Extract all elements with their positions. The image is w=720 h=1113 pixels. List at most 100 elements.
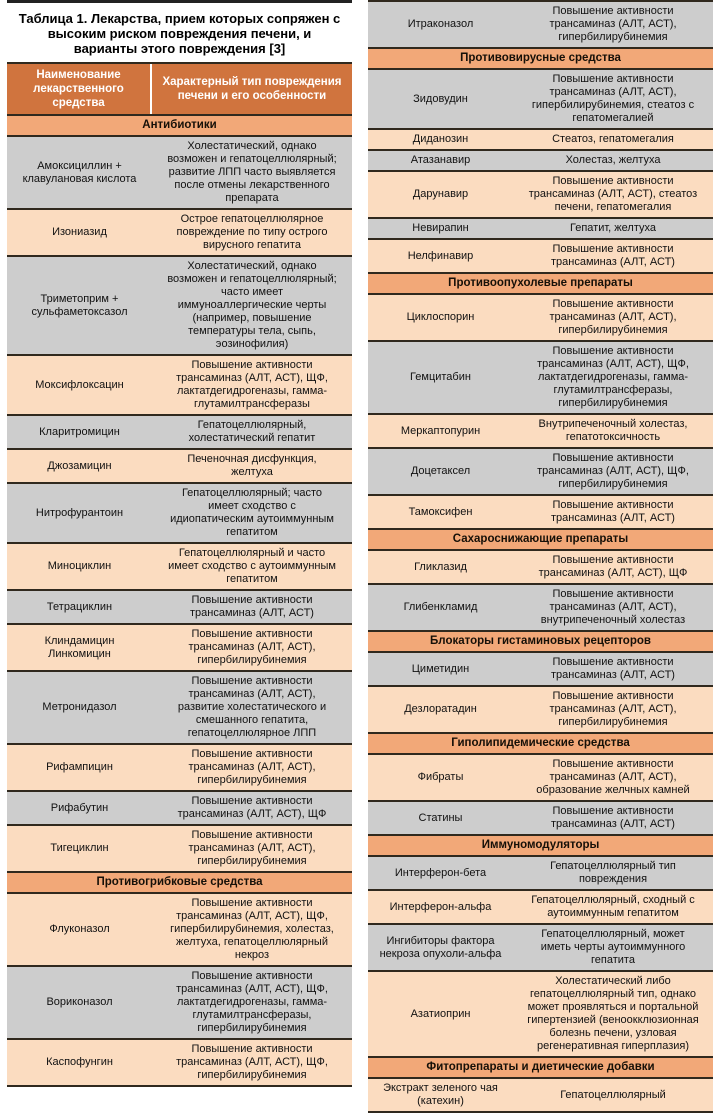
- damage-type-cell: Гепатит, желтуха: [570, 222, 656, 234]
- table-row: Нитрофурантоин Гепатоцеллюлярный; часто и…: [7, 482, 352, 542]
- table-row: Тетрациклин Повышение активности трансами…: [7, 589, 352, 623]
- table-row: Каспофунгин Повышение активности трансами…: [7, 1038, 352, 1087]
- drug-name-cell: Рифабутин: [50, 801, 109, 814]
- damage-type-cell: Гепатоцеллюлярный тип повреждения: [550, 860, 676, 885]
- damage-type-cell: Повышение активности трансаминаз (АЛТ, А…: [551, 243, 675, 268]
- drug-name-cell: Нитрофурантоин: [35, 506, 124, 519]
- damage-type-cell: Повышение активности трансаминаз (АЛТ, А…: [551, 805, 675, 830]
- section-header: Блокаторы гистаминовых рецепторов: [368, 630, 713, 651]
- drug-name-cell: Циметидин: [411, 662, 470, 675]
- table-row: Миноциклин Гепатоцеллюлярный и часто имее…: [7, 542, 352, 589]
- damage-type-cell: Гепатоцеллюлярный: [560, 1088, 666, 1101]
- drug-name-cell: Азатиоприн: [410, 1007, 471, 1020]
- section-header: Иммуномодуляторы: [368, 834, 713, 855]
- damage-type-cell: Повышение активности трансаминаз (АЛТ, А…: [536, 758, 690, 796]
- damage-type-cell: Повышение активности трансаминаз (АЛТ, А…: [177, 795, 327, 820]
- table-row: Невирапин Гепатит, желтуха: [368, 217, 713, 238]
- drug-name-cell: Миноциклин: [47, 560, 112, 572]
- table-row: Азатиоприн Холестатический либо гепатоцел…: [368, 970, 713, 1056]
- right-column: Итраконазол Повышение активности трансами…: [368, 0, 713, 1113]
- damage-type-cell: Повышение активности трансаминаз (АЛТ, А…: [188, 748, 316, 786]
- table-row: Триметоприм + сульфаметоксазол Холестатич…: [7, 255, 352, 354]
- damage-type-cell: Повышение активности трансаминаз (АЛТ, А…: [549, 298, 677, 336]
- section-header: Противовирусные средства: [368, 47, 713, 68]
- drug-name-cell: Джозамицин: [47, 459, 112, 472]
- section-header: Противогрибковые средства: [7, 871, 352, 892]
- section-header: Сахароснижающие препараты: [368, 528, 713, 549]
- drug-name-cell: Циклоспорин: [406, 311, 475, 323]
- table-row: Гемцитабин Повышение активности трансамин…: [368, 340, 713, 413]
- top-rule-divider: [7, 0, 352, 3]
- section-header: Гиполипидемические средства: [368, 732, 713, 753]
- drug-name-cell: Кларитромицин: [39, 425, 120, 438]
- column-header-damage-type: Характерный тип повреждения печени и его…: [162, 76, 342, 102]
- damage-type-cell: Острое гепатоцеллюлярное повреждение по …: [176, 213, 328, 251]
- drug-name-cell: Дарунавир: [412, 188, 469, 200]
- table-row: Джозамицин Печеночная дисфункция, желтуха: [7, 448, 352, 482]
- table-row: Кларитромицин Гепатоцеллюлярный, холестат…: [7, 414, 352, 448]
- drug-name-cell: Метронидазол: [42, 701, 117, 713]
- drug-name-cell: Тигециклин: [50, 842, 109, 854]
- table-row: Рифабутин Повышение активности трансамина…: [7, 790, 352, 824]
- table-row: Вориконазол Повышение активности трансами…: [7, 965, 352, 1038]
- table-row: Моксифлоксацин Повышение активности транс…: [7, 354, 352, 414]
- table-row: Дарунавир Повышение активности трансамина…: [368, 170, 713, 217]
- table-row: Нелфинавир Повышение активности трансамин…: [368, 238, 713, 272]
- damage-type-cell: Повышение активности трансаминаз (АЛТ, А…: [531, 73, 695, 124]
- drug-name-cell: Флуконазол: [49, 923, 110, 935]
- damage-type-cell: Повышение активности трансаминаз (АЛТ, А…: [528, 175, 698, 213]
- drug-name-cell: Интерферон-бета: [394, 866, 487, 879]
- drug-name-cell: Тамоксифен: [408, 505, 473, 518]
- table-row: Статины Повышение активности трансаминаз …: [368, 800, 713, 834]
- damage-type-cell: Повышение активности трансаминаз (АЛТ, А…: [188, 628, 316, 666]
- table-row: Меркаптопурин Внутрипеченочный холестаз, …: [368, 413, 713, 447]
- damage-type-cell: Печеночная дисфункция, желтуха: [187, 453, 317, 478]
- drug-name-cell: Моксифлоксацин: [35, 378, 124, 391]
- drug-name-cell: Статины: [418, 811, 463, 824]
- table-row: Диданозин Стеатоз, гепатомегалия: [368, 128, 713, 149]
- drug-name-cell: Амоксициллин + клавулановая кислота: [22, 159, 137, 185]
- damage-type-cell: Повышение активности трансаминаз (АЛТ, А…: [170, 897, 334, 961]
- section-header: Антибиотики: [7, 114, 352, 135]
- drug-name-cell: Интерферон-альфа: [389, 900, 492, 913]
- left-column: Таблица 1. Лекарства, прием которых сопр…: [7, 0, 352, 1087]
- table-row: Доцетаксел Повышение активности трансамин…: [368, 447, 713, 494]
- drug-name-cell: Доцетаксел: [410, 465, 471, 477]
- drug-name-cell: Гликлазид: [414, 560, 467, 573]
- table-row: Глибенкламид Повышение активности трансам…: [368, 583, 713, 630]
- drug-name-cell: Гемцитабин: [410, 371, 471, 383]
- drug-name-cell: Рифампицин: [46, 761, 113, 773]
- damage-type-cell: Повышение активности трансаминаз (АЛТ, А…: [190, 594, 314, 619]
- table-row: Изониазид Острое гепатоцеллюлярное повреж…: [7, 208, 352, 255]
- drug-name-cell: Итраконазол: [407, 18, 474, 30]
- table-row: Рифампицин Повышение активности трансамин…: [7, 743, 352, 790]
- table-body-right: Итраконазол Повышение активности трансами…: [368, 0, 713, 1113]
- damage-type-cell: Повышение активности трансаминаз (АЛТ, А…: [549, 690, 677, 728]
- damage-type-cell: Стеатоз, гепатомегалия: [552, 133, 674, 145]
- damage-type-cell: Повышение активности трансаминаз (АЛТ, А…: [551, 499, 675, 524]
- drug-name-cell: Диданозин: [412, 133, 469, 145]
- drug-name-cell: Зидовудин: [413, 92, 468, 105]
- table-row: Тигециклин Повышение активности трансамин…: [7, 824, 352, 871]
- damage-type-cell: Холестатический, однако возможен и гепат…: [167, 140, 337, 204]
- drug-name-cell: Клиндамицин Линкомицин: [44, 634, 115, 660]
- section-header: Противоопухолевые препараты: [368, 272, 713, 293]
- table-title: Таблица 1. Лекарства, прием которых сопр…: [18, 11, 341, 56]
- damage-type-cell: Повышение активности трансаминаз (АЛТ, А…: [538, 554, 688, 579]
- damage-type-cell: Повышение активности трансаминаз (АЛТ, А…: [540, 588, 686, 626]
- damage-type-cell: Гепатоцеллюлярный, может иметь черты аут…: [540, 928, 686, 966]
- table-row: Фибраты Повышение активности трансаминаз …: [368, 753, 713, 800]
- drug-name-cell: Каспофунгин: [46, 1056, 113, 1068]
- table-header-row: Наименование лекарственного средства Хар…: [7, 62, 352, 114]
- table-row: Амоксициллин + клавулановая кислота Холес…: [7, 135, 352, 208]
- drug-name-cell: Невирапин: [412, 222, 469, 234]
- drug-name-cell: Экстракт зеленого чая (катехин): [383, 1082, 498, 1107]
- damage-type-cell: Гепатоцеллюлярный; часто имеет сходство …: [170, 487, 334, 538]
- drug-name-cell: Глибенкламид: [403, 601, 478, 613]
- damage-type-cell: Повышение активности трансаминаз (АЛТ, А…: [537, 345, 689, 409]
- table-row: Тамоксифен Повышение активности трансамин…: [368, 494, 713, 528]
- drug-name-cell: Атазанавир: [410, 154, 471, 166]
- table-row: Циклоспорин Повышение активности трансами…: [368, 293, 713, 340]
- table-row: Атазанавир Холестаз, желтуха: [368, 149, 713, 170]
- damage-type-cell: Повышение активности трансаминаз (АЛТ, А…: [176, 1043, 328, 1081]
